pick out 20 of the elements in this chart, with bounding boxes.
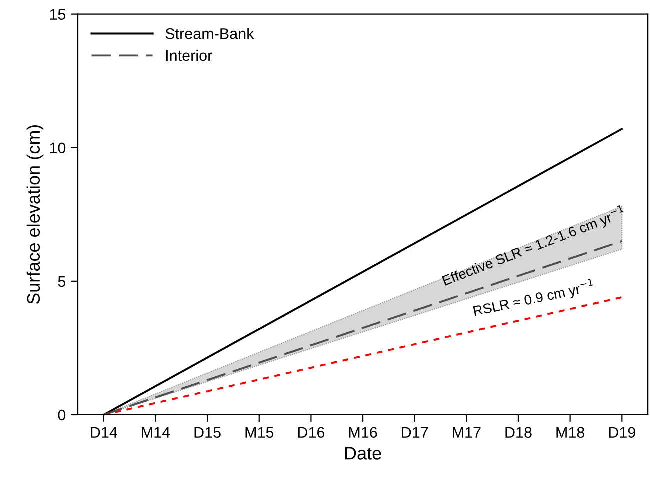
x-tick-label: M16 [349,427,378,438]
x-tick-label: D15 [194,427,221,438]
y-tick-label: 5 [58,276,66,288]
x-tick-label: D18 [506,427,532,438]
legend-label: Interior [166,50,212,62]
annotation: RSLR ≈ 0.9 cm yr$^{−1}$ [472,278,596,319]
y-axis-title: Surface elevation (cm) [26,125,44,304]
x-tick-label: D19 [609,427,636,438]
x-tick-label: M17 [453,427,481,438]
x-tick-label: D14 [91,427,118,438]
x-tick-label: D16 [298,427,325,438]
x-tick-label: M18 [556,427,585,438]
y-tick-label: 0 [58,410,66,421]
x-tick-label: M14 [142,427,170,438]
x-tick-label: D17 [402,427,428,438]
x-axis-title: Date [345,447,382,460]
y-tick-label: 15 [50,9,66,20]
legend-label: Stream-Bank [166,28,254,40]
x-tick-label: M15 [246,427,274,438]
y-tick-label: 10 [50,142,66,154]
